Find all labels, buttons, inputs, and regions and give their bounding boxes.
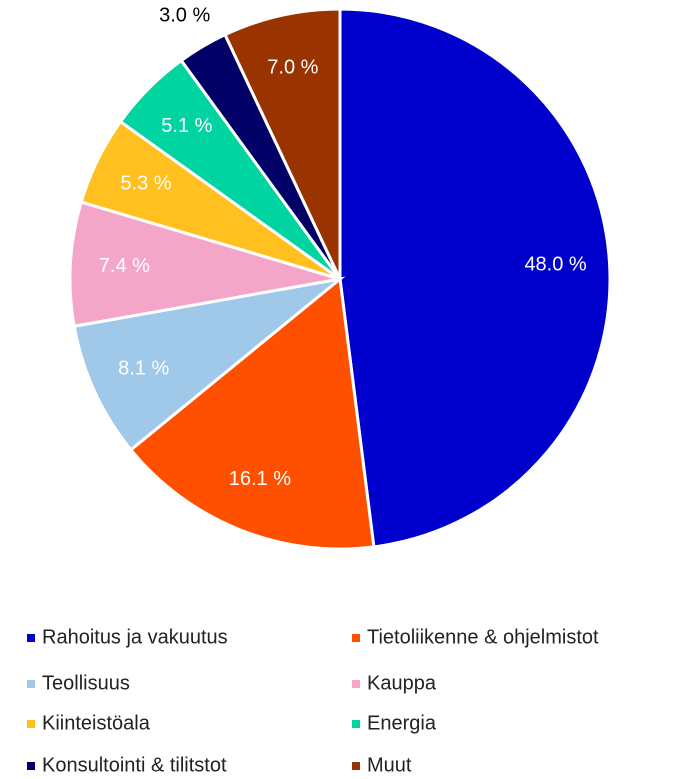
pie-slice [68, 200, 341, 328]
data-label: 7.0 % [267, 56, 318, 78]
data-label: 16.1 % [229, 468, 291, 490]
legend-label: Rahoitus ja vakuutus [42, 626, 228, 648]
legend-label: Kauppa [367, 672, 437, 694]
data-label: 7.4 % [99, 255, 150, 277]
legend-label: Muut [367, 754, 412, 776]
data-label: 48.0 % [524, 254, 586, 276]
data-label: 3.0 % [159, 5, 210, 27]
pie-slice [223, 7, 342, 280]
data-label: 5.1 % [161, 115, 212, 137]
legend-marker [352, 634, 360, 642]
pie-slice [338, 7, 612, 549]
pie-slice [128, 276, 376, 551]
legend-marker [27, 720, 35, 728]
data-label: 8.1 % [118, 357, 169, 379]
legend-label: Energia [367, 712, 437, 734]
legend-label: Tietoliikenne & ohjelmistot [367, 626, 599, 648]
legend-marker [27, 680, 35, 688]
legend-marker [27, 634, 35, 642]
legend-label: Kiinteistöala [42, 712, 151, 734]
legend-label: Teollisuus [42, 672, 130, 694]
legend-marker [352, 680, 360, 688]
data-label: 5.3 % [120, 172, 171, 194]
legend-marker [352, 720, 360, 728]
legend-marker [27, 762, 35, 770]
legend-marker [352, 762, 360, 770]
pie-slice [72, 276, 346, 452]
legend-label: Konsultointi & tilitstot [42, 754, 227, 776]
